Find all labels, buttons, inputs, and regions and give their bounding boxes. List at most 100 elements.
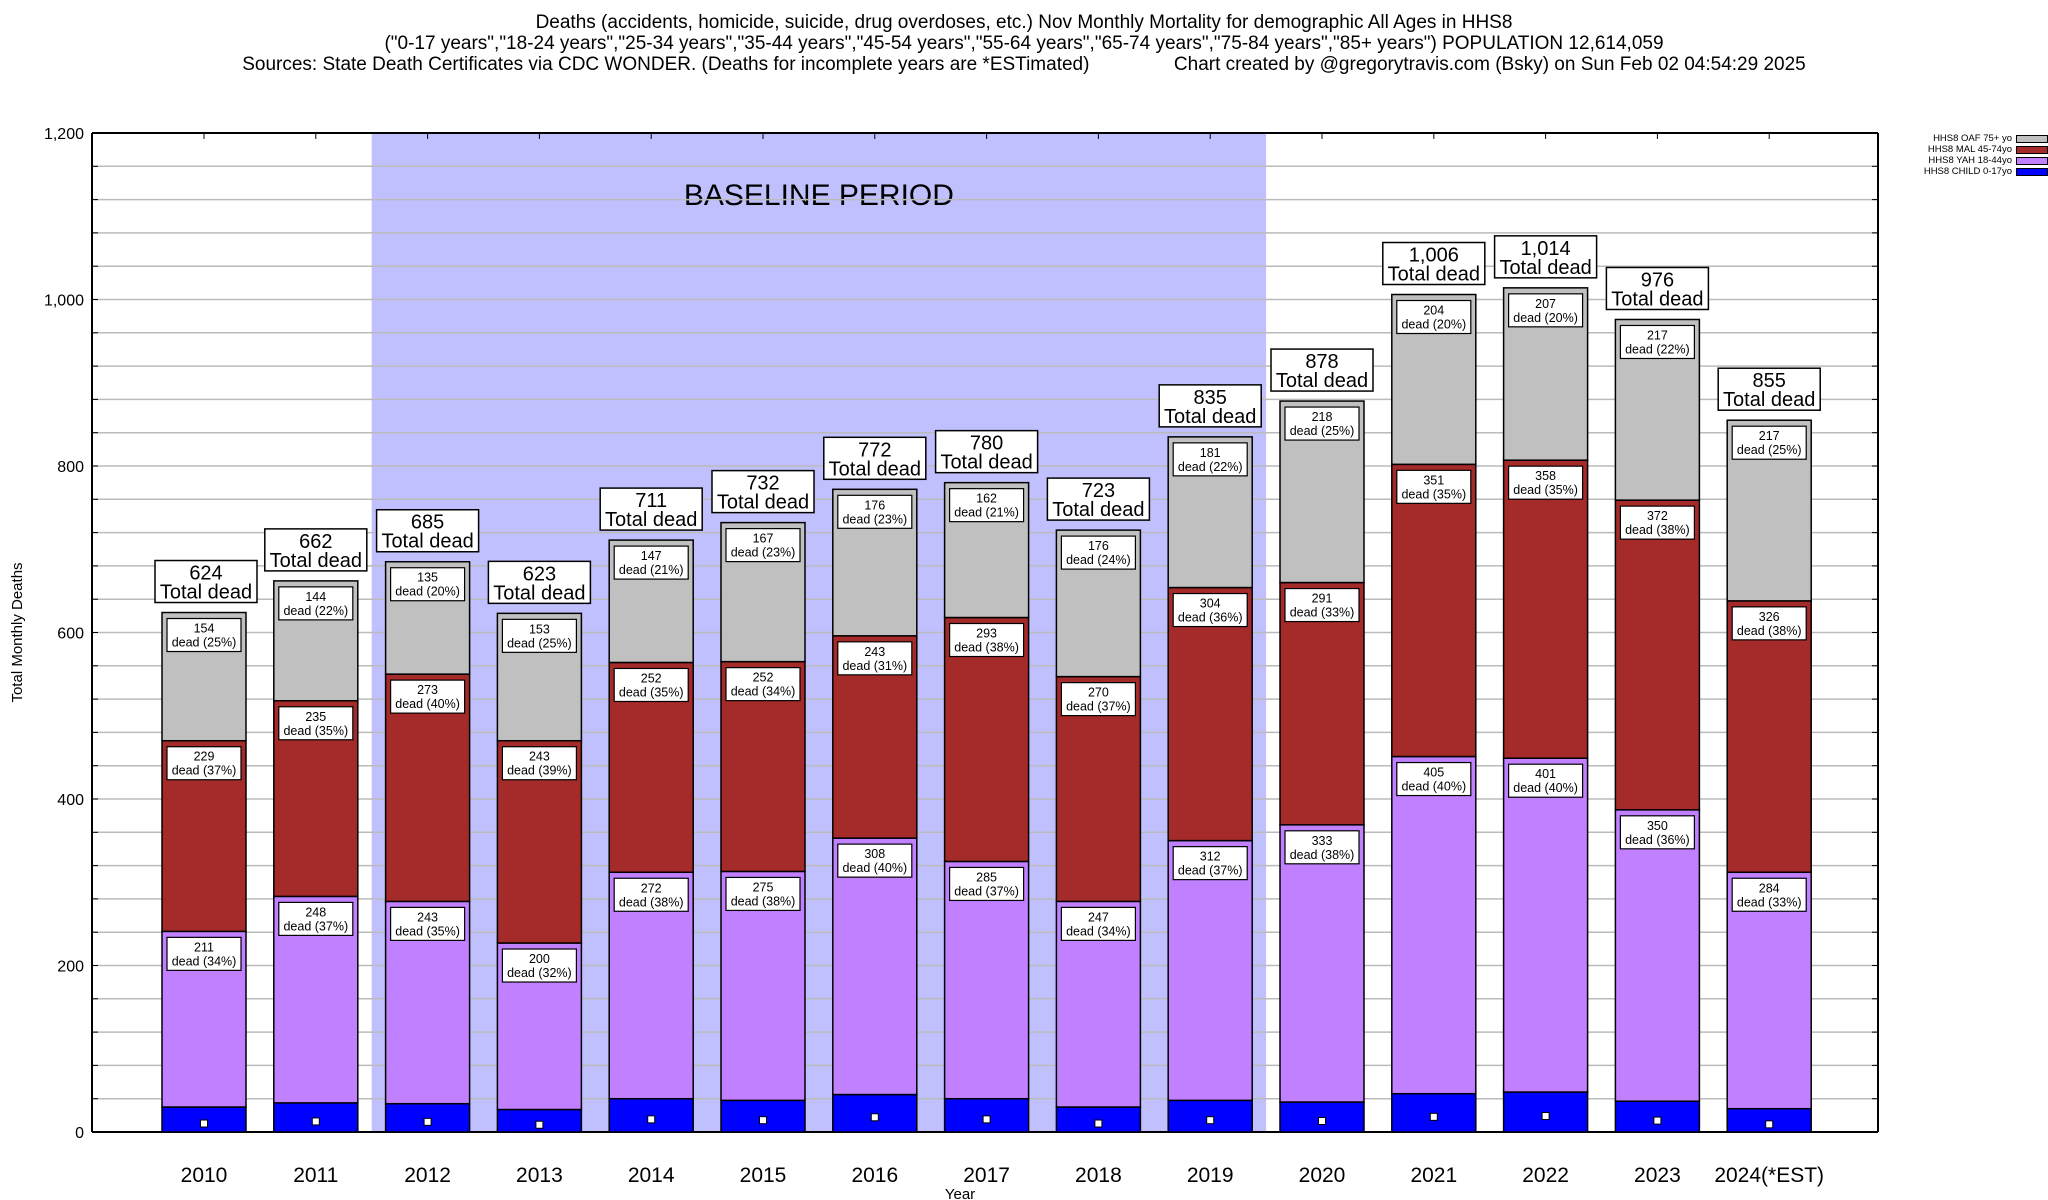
segment-label-box: [948, 866, 1025, 902]
segment-label-box: [725, 528, 801, 563]
total-value-label: 723: [1082, 480, 1115, 502]
total-value-label: 780: [970, 433, 1003, 455]
segment-value-label: 252: [753, 671, 774, 685]
segment-value-label: 243: [529, 750, 550, 764]
segment-value-label: 284: [1759, 881, 1780, 895]
y-axis-label: Total Monthly Deaths: [9, 562, 26, 702]
segment-pct-label: dead (37%): [1178, 864, 1243, 878]
segment-label-box: [278, 706, 354, 741]
segment-pct-label: dead (22%): [283, 604, 348, 618]
x-tick-label: 2019: [1187, 1164, 1234, 1187]
x-tick-label: 2012: [404, 1164, 451, 1187]
total-value-label: 623: [523, 563, 556, 585]
segment-label-box: [1731, 425, 1807, 460]
segment-label-box: [725, 876, 801, 912]
segment-value-label: 405: [1423, 766, 1444, 780]
bar-segment-hhs8-yah-18-44yo: [1167, 839, 1253, 1102]
segment-label-box: [1731, 606, 1807, 641]
segment-pct-label: dead (22%): [1625, 342, 1690, 356]
total-label-box: [711, 469, 815, 514]
bar-segment-hhs8-mal-45-74yo: [1726, 600, 1812, 874]
total-label-box: [1270, 348, 1374, 392]
total-suffix-label: Total dead: [160, 582, 252, 604]
segment-label-box: [1507, 293, 1584, 328]
x-tick-label: 2013: [516, 1164, 563, 1187]
legend-swatch: [2016, 145, 2048, 154]
y-tick-label: 600: [57, 626, 84, 643]
segment-pct-label: dead (20%): [395, 585, 460, 599]
bar-segment-hhs8-child-0-17yo: [384, 1102, 471, 1133]
segment-value-label: 252: [641, 671, 662, 685]
segment-pct-label: dead (38%): [954, 641, 1019, 655]
segment-value-label: 272: [641, 881, 662, 895]
bar-segment-hhs8-mal-45-74yo: [1614, 499, 1701, 811]
bar-segment-hhs8-yah-18-44yo: [1502, 757, 1589, 1093]
segment-value-label: 293: [976, 627, 997, 641]
segment-value-label: 176: [1088, 539, 1109, 553]
x-tick-label: 2018: [1075, 1164, 1122, 1187]
segment-pct-label: dead (22%): [1178, 460, 1243, 474]
segment-label-box: [1396, 299, 1472, 335]
segment-pct-label: dead (35%): [1401, 487, 1466, 501]
segment-pct-label: dead (38%): [1290, 848, 1355, 862]
baseline-period-label: BASELINE PERIOD: [684, 179, 954, 212]
total-suffix-label: Total dead: [493, 582, 585, 604]
bar-segment-hhs8-mal-45-74yo: [1279, 581, 1365, 826]
chart-subtitle-age-groups: ("0-17 years","18-24 years","25-34 years…: [384, 33, 1664, 54]
x-tick-label: 2017: [963, 1164, 1010, 1187]
total-suffix-label: Total dead: [829, 458, 921, 480]
segment-pct-label: dead (40%): [1513, 781, 1578, 795]
segment-value-label: 351: [1423, 473, 1444, 487]
segment-value-label: 401: [1535, 767, 1556, 781]
segment-value-label: 243: [864, 645, 885, 659]
segment-pct-label: dead (25%): [1290, 424, 1355, 438]
legend-item: HHS8 YAH 18-44yo: [1880, 155, 2048, 166]
y-tick-label: 1,200: [44, 126, 84, 143]
total-label-box: [264, 528, 368, 572]
segment-label-box: [1172, 846, 1248, 881]
bar-segment-hhs8-yah-18-44yo: [1391, 755, 1477, 1095]
legend-swatch: [2016, 156, 2048, 165]
segment-pct-label: dead (32%): [507, 966, 572, 980]
segment-pct-label: dead (21%): [954, 506, 1019, 520]
segment-pct-label: dead (38%): [731, 894, 796, 908]
segment-value-label: 144: [305, 590, 326, 604]
bar-segment-hhs8-mal-45-74yo: [1391, 463, 1477, 758]
segment-pct-label: dead (33%): [1290, 606, 1355, 620]
segment-label-box-empty: [870, 1113, 879, 1122]
x-tick-label: 2010: [181, 1164, 228, 1187]
legend-swatch: [2016, 134, 2048, 143]
segment-label-box: [501, 746, 577, 781]
y-tick-label: 0: [75, 1125, 84, 1142]
segment-label-box: [1284, 830, 1360, 865]
sources-text: Sources: State Death Certificates via CD…: [242, 54, 1090, 75]
y-tick-label: 200: [57, 959, 84, 976]
segment-value-label: 275: [753, 880, 774, 894]
total-value-label: 662: [299, 531, 332, 553]
segment-value-label: 333: [1312, 834, 1333, 848]
segment-pct-label: dead (36%): [1178, 611, 1243, 625]
total-value-label: 772: [858, 439, 891, 461]
segment-pct-label: dead (38%): [1737, 624, 1802, 638]
total-suffix-label: Total dead: [940, 452, 1032, 474]
segment-value-label: 204: [1423, 304, 1444, 318]
segment-pct-label: dead (31%): [842, 659, 907, 673]
segment-label-box: [613, 877, 689, 912]
segment-pct-label: dead (37%): [954, 884, 1019, 898]
total-value-label: 1,006: [1409, 245, 1459, 267]
segment-label-box: [948, 488, 1025, 523]
segment-pct-label: dead (20%): [1401, 318, 1466, 332]
legend-item: HHS8 CHILD 0-17yo: [1880, 166, 2048, 177]
segment-value-label: 176: [864, 498, 885, 512]
segment-label-box: [1060, 682, 1137, 717]
total-suffix-label: Total dead: [605, 509, 697, 531]
segment-pct-label: dead (40%): [842, 861, 907, 875]
legend-label: HHS8 OAF 75+ yo: [1933, 133, 2012, 144]
segment-label-box-empty: [1653, 1116, 1662, 1125]
segment-pct-label: dead (34%): [731, 685, 796, 699]
segment-label-box: [1619, 505, 1696, 540]
bar-segment-hhs8-mal-45-74yo: [1167, 586, 1253, 842]
total-suffix-label: Total dead: [381, 531, 473, 553]
segment-label-box: [1284, 587, 1360, 623]
segment-label-box: [278, 586, 354, 621]
